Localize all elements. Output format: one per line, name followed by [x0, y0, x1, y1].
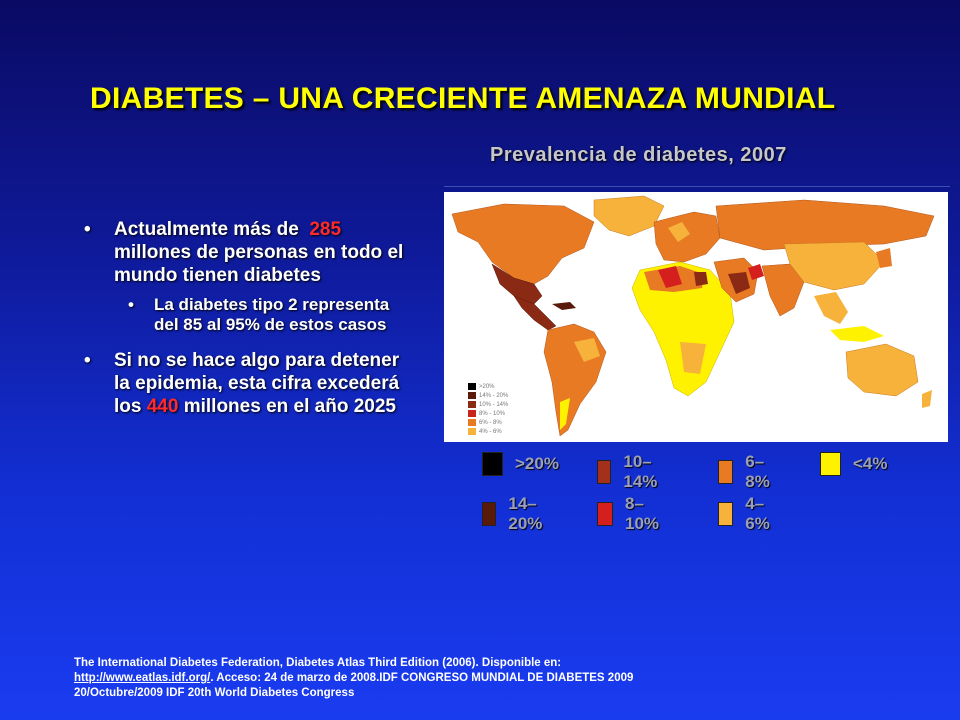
citation-footer: The International Diabetes Federation, D…	[74, 656, 934, 701]
sub-bullet-item: • La diabetes tipo 2 representa del 85 a…	[84, 295, 414, 335]
legend-swatch	[597, 460, 612, 484]
bullet-item-2: • Si no se hace algo para detener la epi…	[84, 349, 414, 418]
citation-access-text: . Acceso: 24 de marzo de 2008.IDF CONGRE…	[210, 672, 634, 684]
inset-legend-label: 14% - 20%	[479, 392, 509, 399]
inset-legend-row: >20%	[468, 382, 528, 391]
citation-line-1: The International Diabetes Federation, D…	[74, 657, 562, 669]
inset-legend-row: 10% - 14%	[468, 400, 528, 409]
bullet-list: • Actualmente más de 285 millones de per…	[84, 218, 414, 418]
inset-legend-label: 10% - 14%	[479, 401, 509, 408]
map-inset-legend: >20% 14% - 20% 10% - 14% 8% - 10% 6% - 8…	[468, 382, 528, 436]
inset-legend-row: 14% - 20%	[468, 391, 528, 400]
inset-legend-label: 6% - 8%	[479, 419, 502, 426]
legend-swatch	[468, 410, 476, 417]
bullet-1-highlight: 285	[309, 219, 342, 240]
bullet-item-1: • Actualmente más de 285 millones de per…	[84, 218, 414, 287]
legend-swatch	[482, 452, 503, 476]
inset-legend-row: 8% - 10%	[468, 409, 528, 418]
inset-legend-label: >20%	[479, 383, 495, 390]
bullet-icon: •	[128, 295, 134, 314]
world-map	[444, 192, 948, 442]
legend-item-6-8: 6–8%	[718, 452, 776, 492]
world-map-image	[451, 195, 935, 437]
legend-item-gt20: >20%	[482, 452, 559, 476]
map-title: Prevalencia de diabetes, 2007	[490, 144, 787, 166]
bullet-1-text-end: millones de personas en todo el mundo ti…	[114, 242, 404, 286]
sub-bullet-text: La diabetes tipo 2 representa del 85 al …	[154, 295, 390, 334]
legend-label: 4–6%	[745, 494, 770, 533]
legend-item-4-6: 4–6%	[718, 494, 776, 534]
legend-swatch	[597, 502, 613, 526]
legend-swatch	[820, 452, 841, 476]
bullet-icon: •	[84, 219, 91, 240]
inset-legend-row: 4% - 6%	[468, 427, 528, 436]
legend-label: 6–8%	[745, 452, 770, 491]
legend-swatch	[718, 460, 734, 484]
legend-item-10-14: 10–14%	[597, 452, 664, 492]
legend-item-lt4: <4%	[820, 452, 888, 476]
legend-swatch	[718, 502, 734, 526]
legend-swatch	[468, 428, 476, 435]
bullet-1-text-start: Actualmente más de	[114, 219, 299, 240]
legend-swatch	[468, 383, 476, 390]
bullet-2-text-start: Si no se hace algo para detener la epide…	[114, 350, 400, 417]
legend-label: 8–10%	[625, 494, 660, 533]
divider	[444, 186, 950, 187]
inset-legend-label: 8% - 10%	[479, 410, 506, 417]
bullet-icon: •	[84, 350, 91, 371]
legend-swatch	[482, 502, 497, 526]
bullet-2-highlight: 440	[146, 396, 179, 417]
legend-label: >20%	[515, 454, 559, 473]
inset-legend-row: 6% - 8%	[468, 418, 528, 427]
legend-swatch	[468, 401, 476, 408]
legend-label: 14–20%	[508, 494, 543, 533]
citation-line-2: http://www.eatlas.idf.org/. Acceso: 24 d…	[74, 671, 934, 686]
legend-item-14-20: 14–20%	[482, 494, 549, 534]
legend-label: <4%	[853, 454, 888, 473]
legend-swatch	[468, 419, 476, 426]
bullet-2-text-end: millones en el año 2025	[183, 396, 396, 417]
legend-label: 10–14%	[623, 452, 658, 491]
legend-swatch	[468, 392, 476, 399]
eatlas-link[interactable]: http://www.eatlas.idf.org/	[74, 672, 211, 684]
inset-legend-label: 4% - 6%	[479, 428, 502, 435]
citation-line-3: 20/Octubre/2009 IDF 20th World Diabetes …	[74, 687, 355, 699]
slide-title: DIABETES – UNA CRECIENTE AMENAZA MUNDIAL	[90, 82, 836, 115]
legend-item-8-10: 8–10%	[597, 494, 664, 534]
